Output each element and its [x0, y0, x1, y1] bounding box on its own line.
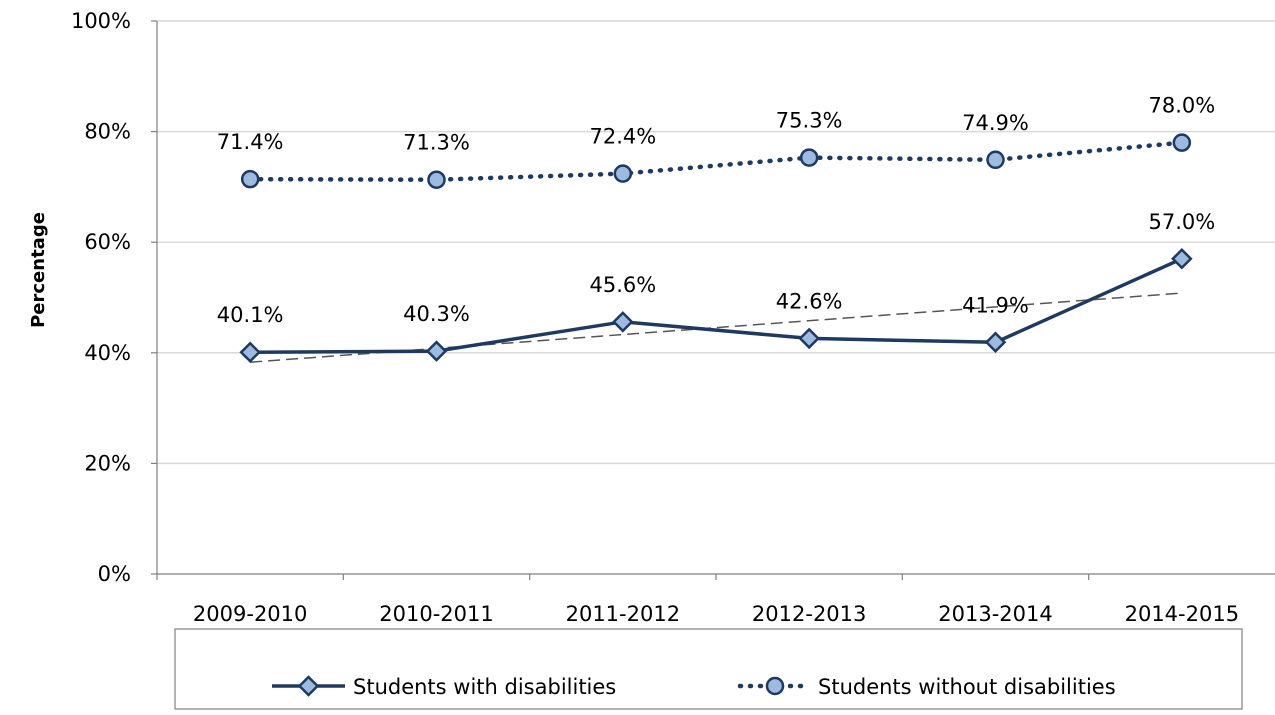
y-tick-label: 40% — [84, 341, 131, 365]
legend-box — [174, 628, 1243, 710]
circle-marker — [240, 169, 260, 189]
diamond-marker — [1171, 248, 1193, 270]
data-label: 41.9% — [962, 293, 1029, 317]
y-tick-label: 80% — [84, 120, 131, 144]
y-tick-label: 20% — [84, 451, 131, 475]
data-label: 45.6% — [589, 273, 656, 297]
data-label: 57.0% — [1148, 210, 1215, 234]
data-label: 74.9% — [962, 111, 1029, 135]
diamond-marker — [612, 311, 634, 333]
x-tick-label: 2013-2014 — [938, 602, 1052, 626]
y-tick-label: 60% — [84, 230, 131, 254]
data-label: 71.4% — [217, 130, 284, 154]
series-markers — [239, 133, 1193, 364]
series-lines — [247, 140, 1185, 363]
y-tick-label: 0% — [98, 562, 131, 586]
data-label: 75.3% — [776, 109, 843, 133]
legend-circle-marker — [765, 676, 785, 696]
data-label: 40.1% — [217, 303, 284, 327]
x-tick-label: 2009-2010 — [193, 602, 307, 626]
series-line-1 — [247, 140, 1185, 182]
data-label: 42.6% — [776, 289, 843, 313]
diamond-marker — [798, 327, 820, 350]
x-tick-labels: 2009-2010 2010-2011 2011-2012 2012-2013 2013… — [193, 602, 1239, 626]
legend-item-1: Students without disabilities — [737, 675, 1116, 699]
x-tick-label: 2011-2012 — [566, 602, 680, 626]
diamond-marker — [239, 341, 261, 364]
y-tick-labels: 0% 20% 40% 60% 80% 100% — [71, 9, 131, 586]
x-tick-label: 2012-2013 — [752, 602, 866, 626]
diamond-marker — [425, 340, 448, 362]
diamond-marker — [984, 331, 1007, 354]
legend: Students with disabilities Students witho… — [174, 628, 1243, 710]
legend-label: Students without disabilities — [818, 675, 1116, 699]
data-labels: 40.1% 40.3% 45.6% 42.6% 41.9% 57.0% 71.4% 71.3%… — [217, 94, 1215, 328]
data-label: 78.0% — [1148, 94, 1215, 118]
x-tick-label: 2010-2011 — [379, 602, 493, 626]
legend-diamond-marker — [297, 675, 320, 697]
x-tick-label: 2014-2015 — [1125, 602, 1239, 626]
legend-item-0: Students with disabilities — [272, 675, 616, 699]
y-tick-label: 100% — [71, 9, 131, 33]
circle-marker — [613, 164, 633, 183]
gridlines — [157, 20, 1275, 465]
circle-marker — [799, 148, 819, 167]
circle-marker — [986, 150, 1005, 170]
axes — [151, 20, 1275, 580]
circle-marker — [427, 170, 446, 189]
series-line-0 — [250, 257, 1183, 354]
circle-marker — [1172, 133, 1192, 152]
data-label: 71.3% — [403, 131, 470, 155]
data-label: 40.3% — [403, 302, 470, 326]
legend-label: Students with disabilities — [353, 675, 616, 699]
y-axis-label: Percentage — [28, 212, 49, 328]
data-label: 72.4% — [589, 125, 656, 149]
